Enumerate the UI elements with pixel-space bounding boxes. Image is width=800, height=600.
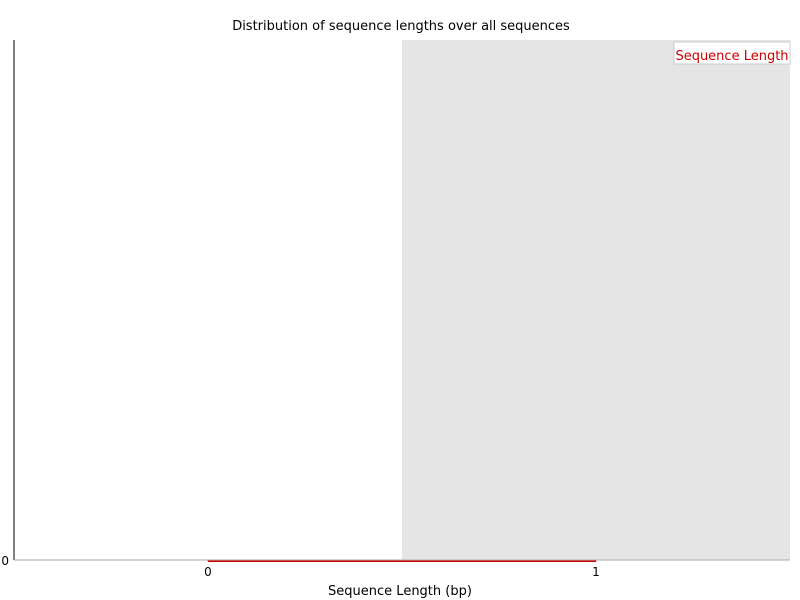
x-axis-label: Sequence Length (bp) — [328, 584, 472, 599]
y-tick-label: 0 — [1, 554, 9, 568]
shaded-region — [402, 40, 790, 560]
x-tick-label: 0 — [204, 565, 212, 579]
y-ticks: 0 — [1, 554, 9, 568]
data-point — [595, 560, 597, 562]
legend-entry-sequence-length: Sequence Length — [675, 49, 788, 64]
series-layer — [207, 560, 597, 562]
data-point — [207, 560, 209, 562]
x-tick-label: 1 — [592, 565, 600, 579]
legend-box — [673, 41, 791, 65]
chart-title: Distribution of sequence lengths over al… — [232, 19, 570, 34]
legend: Sequence Length — [673, 41, 791, 65]
plot-area — [13, 40, 790, 562]
